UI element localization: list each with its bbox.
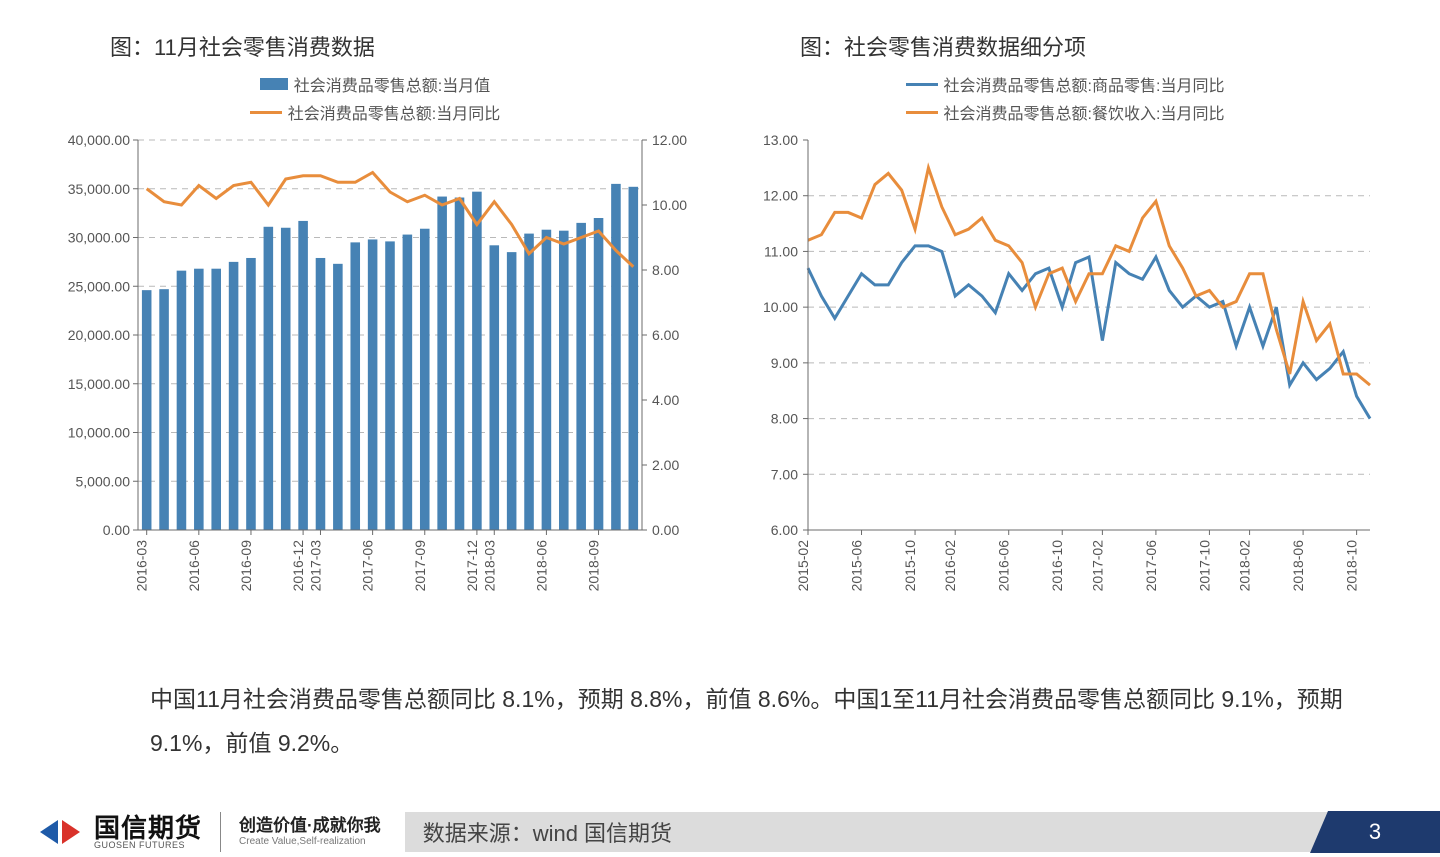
legend-label: 社会消费品零售总额:餐饮收入:当月同比 [944,100,1225,124]
logo-text-en: GUOSEN FUTURES [94,841,202,850]
svg-text:6.00: 6.00 [652,327,679,343]
page-number: 3 [1369,819,1381,845]
footer-divider [220,812,221,852]
svg-text:2017-03: 2017-03 [307,540,323,592]
left-chart-canvas: 0.00 5,000.00 10,000.00 15,000.00 20,000.00 2… [50,130,700,630]
right-chart-canvas: 6.00 7.00 8.00 9.00 10.00 11.00 12.00 13.00 2015… [740,130,1390,630]
svg-text:2016-12: 2016-12 [290,540,306,592]
svg-text:2016-02: 2016-02 [942,540,958,592]
slogan: 创造价值·成就你我 Create Value,Self-realization [239,816,381,848]
svg-text:8.00: 8.00 [771,411,798,427]
svg-text:2017-10: 2017-10 [1196,540,1212,592]
slogan-en: Create Value,Self-realization [239,836,381,848]
left-chart-block: 图：11月社会零售消费数据 社会消费品零售总额:当月值 社会消费品零售总额:当月… [50,30,700,630]
right-legend-item-1: 社会消费品零售总额:餐饮收入:当月同比 [906,100,1225,124]
footer: 国信期货 GUOSEN FUTURES 创造价值·成就你我 Create Val… [0,807,1440,857]
svg-text:2017-06: 2017-06 [360,540,376,592]
svg-text:2015-10: 2015-10 [902,540,918,592]
svg-text:2018-10: 2018-10 [1344,540,1360,592]
page-number-tab: 3 [1310,811,1440,853]
svg-text:2018-03: 2018-03 [481,540,497,592]
svg-text:2.00: 2.00 [652,457,679,473]
legend-label: 社会消费品零售总额:当月值 [294,72,490,96]
svg-text:2017-02: 2017-02 [1089,540,1105,592]
svg-text:2016-03: 2016-03 [134,540,150,592]
logo-mark-icon [40,816,80,848]
legend-swatch-line [250,111,282,114]
svg-text:10,000.00: 10,000.00 [68,425,130,441]
svg-text:2016-06: 2016-06 [186,540,202,592]
svg-text:2018-06: 2018-06 [533,540,549,592]
svg-text:25,000.00: 25,000.00 [68,278,130,294]
right-chart-legend: 社会消费品零售总额:商品零售:当月同比 社会消费品零售总额:餐饮收入:当月同比 [740,72,1390,124]
left-legend-item-1: 社会消费品零售总额:当月同比 [250,100,500,124]
svg-text:11.00: 11.00 [764,243,798,259]
svg-text:5,000.00: 5,000.00 [76,473,131,489]
legend-swatch-line [906,111,938,114]
logo: 国信期货 GUOSEN FUTURES [0,815,202,850]
svg-text:6.00: 6.00 [771,522,798,538]
svg-text:13.00: 13.00 [763,132,798,148]
svg-text:2017-12: 2017-12 [464,540,480,592]
svg-text:35,000.00: 35,000.00 [68,181,130,197]
caption-text: 中国11月社会消费品零售总额同比 8.1%，预期 8.8%，前值 8.6%。中国… [50,660,1390,765]
svg-text:2016-06: 2016-06 [996,540,1012,592]
svg-text:30,000.00: 30,000.00 [68,230,130,246]
svg-text:40,000.00: 40,000.00 [68,132,130,148]
svg-text:7.00: 7.00 [771,466,798,482]
source-bar: 数据来源：wind 国信期货 [405,812,1440,852]
right-chart-title: 图：社会零售消费数据细分项 [740,30,1390,62]
svg-text:2018-09: 2018-09 [586,540,602,592]
source-text: 数据来源：wind 国信期货 [423,816,672,848]
left-chart-title: 图：11月社会零售消费数据 [50,30,700,62]
svg-text:2016-09: 2016-09 [238,540,254,592]
left-legend-item-0: 社会消费品零售总额:当月值 [260,72,490,96]
svg-text:9.00: 9.00 [771,355,798,371]
logo-text-cn: 国信期货 [94,815,202,841]
svg-text:12.00: 12.00 [763,188,798,204]
svg-text:15,000.00: 15,000.00 [68,376,130,392]
svg-text:2017-06: 2017-06 [1143,540,1159,592]
svg-text:10.00: 10.00 [652,197,687,213]
right-chart-block: 图：社会零售消费数据细分项 社会消费品零售总额:商品零售:当月同比 社会消费品零… [740,30,1390,630]
legend-label: 社会消费品零售总额:当月同比 [288,100,500,124]
legend-swatch-line [906,83,938,86]
svg-text:2015-02: 2015-02 [795,540,811,592]
svg-text:10.00: 10.00 [763,299,798,315]
left-chart-legend: 社会消费品零售总额:当月值 社会消费品零售总额:当月同比 [50,72,700,124]
svg-text:20,000.00: 20,000.00 [68,327,130,343]
legend-swatch-bar [260,78,288,90]
svg-text:12.00: 12.00 [652,132,687,148]
svg-text:2016-10: 2016-10 [1049,540,1065,592]
svg-text:2015-06: 2015-06 [849,540,865,592]
svg-text:2018-06: 2018-06 [1290,540,1306,592]
right-legend-item-0: 社会消费品零售总额:商品零售:当月同比 [906,72,1225,96]
svg-text:2018-02: 2018-02 [1237,540,1253,592]
svg-text:8.00: 8.00 [652,262,679,278]
svg-text:0.00: 0.00 [103,522,130,538]
slogan-cn: 创造价值·成就你我 [239,816,381,836]
svg-text:0.00: 0.00 [652,522,679,538]
legend-label: 社会消费品零售总额:商品零售:当月同比 [944,72,1225,96]
svg-text:2017-09: 2017-09 [412,540,428,592]
svg-text:4.00: 4.00 [652,392,679,408]
